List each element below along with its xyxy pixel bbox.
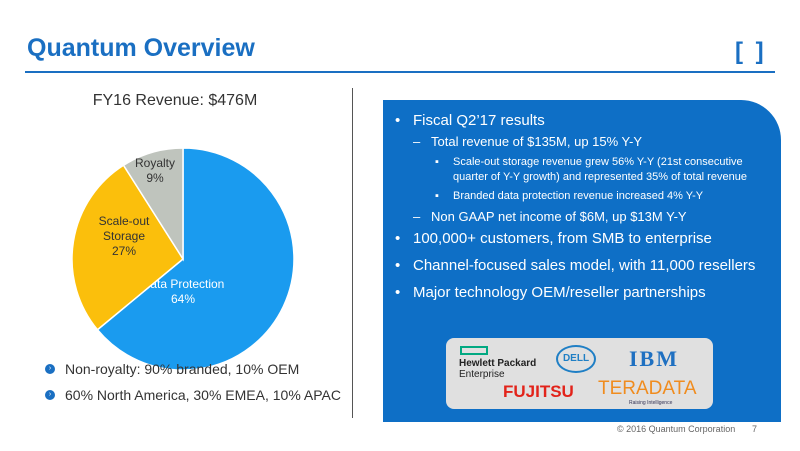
title-rule xyxy=(25,71,775,73)
pie-slice-scale-out-storage xyxy=(71,164,184,331)
quantum-logo: [ ] xyxy=(735,38,767,65)
pie-slice-data-protection xyxy=(96,147,295,371)
pie-slice-royalty xyxy=(122,147,184,262)
bullet-icon: › xyxy=(45,364,55,374)
panel-item-level1: • Major technology OEM/reseller partnersh… xyxy=(395,284,706,301)
pie-data-label: Royalty 9% xyxy=(135,156,175,185)
panel-item-level2: – Total revenue of $135M, up 15% Y-Y xyxy=(413,134,642,149)
pie-data-label: Scale-out Storage 27% xyxy=(99,214,150,258)
bullet-icon: ▪ xyxy=(435,156,439,168)
panel-item-text: 100,000+ customers, from SMB to enterpri… xyxy=(413,230,712,247)
teradata-tagline: Raising Intelligence xyxy=(629,400,673,406)
panel-item-level2: – Non GAAP net income of $6M, up $13M Y-Y xyxy=(413,209,687,224)
chart-title: FY16 Revenue: $476M xyxy=(92,92,258,109)
bullet-icon: • xyxy=(395,284,401,301)
panel-item-text: Total revenue of $135M, up 15% Y-Y xyxy=(431,134,643,149)
bullet-item: › Non-royalty: 90% branded, 10% OEM xyxy=(45,361,299,377)
fujitsu-logo: FUJITSU xyxy=(503,382,574,401)
bullet-icon: › xyxy=(45,390,55,400)
panel-item-text: Branded data protection revenue increase… xyxy=(453,190,704,202)
hpe-logo-sub: Enterprise xyxy=(459,369,505,380)
bullet-icon: – xyxy=(413,209,421,224)
teradata-logo: TERADATA xyxy=(598,378,697,399)
panel-item-text: quarter of Y-Y growth) and represented 3… xyxy=(453,171,747,183)
ibm-logo: IBM xyxy=(629,346,679,371)
hpe-logo: Hewlett Packard xyxy=(459,358,537,369)
divider xyxy=(352,88,353,418)
panel-item-level1: • 100,000+ customers, from SMB to enterpr… xyxy=(395,230,712,247)
bullet-icon: • xyxy=(395,230,401,247)
panel-item-level1: • Fiscal Q2’17 results xyxy=(395,112,545,129)
panel-item-level1: • Channel-focused sales model, with 11,00… xyxy=(395,257,755,274)
partner-logos: Hewlett Packard Enterprise DELL IBM FUJI… xyxy=(446,338,713,409)
dell-logo: DELL xyxy=(556,345,596,373)
panel-item-text: Non GAAP net income of $6M, up $13M Y-Y xyxy=(431,209,687,224)
panel-item-level3: ▪ Branded data protection revenue increas… xyxy=(435,190,703,202)
panel-item-text: Fiscal Q2’17 results xyxy=(413,112,545,129)
pie-chart: Data Protection 64% Scale-out Storage 27% Roy… xyxy=(71,147,295,371)
bullet-text: Non-royalty: 90% branded, 10% OEM xyxy=(65,361,300,377)
bullet-icon: ▪ xyxy=(435,190,439,202)
page-title: Quantum Overview xyxy=(27,34,255,62)
pie-data-label: Data Protection 64% xyxy=(142,277,225,306)
hpe-logo-icon xyxy=(460,346,488,355)
panel-item-level3: ▪ Scale-out storage revenue grew 56% Y-Y … xyxy=(435,156,743,168)
bullet-icon: • xyxy=(395,257,401,274)
page-number: 7 xyxy=(752,424,758,434)
bullet-item: › 60% North America, 30% EMEA, 10% APAC xyxy=(45,387,341,403)
bullet-icon: – xyxy=(413,134,421,149)
bullet-text: 60% North America, 30% EMEA, 10% APAC xyxy=(65,387,341,403)
bullet-icon: • xyxy=(395,112,401,129)
panel-item-text: Major technology OEM/reseller partnershi… xyxy=(413,284,706,301)
panel-item-text: Scale-out storage revenue grew 56% Y-Y (… xyxy=(453,156,743,168)
panel-item-text: Channel-focused sales model, with 11,000… xyxy=(413,257,756,274)
panel-item-level3: quarter of Y-Y growth) and represented 3… xyxy=(435,171,747,183)
copyright: © 2016 Quantum Corporation xyxy=(617,424,736,434)
